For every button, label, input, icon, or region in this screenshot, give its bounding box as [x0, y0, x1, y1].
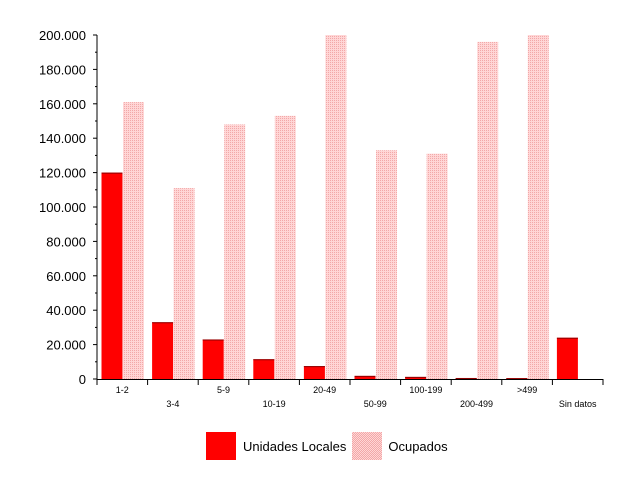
bar-ocupados-10-19	[274, 115, 296, 379]
x-tick-label: 20-49	[313, 385, 336, 395]
bar-ocupados-3-4	[173, 188, 195, 379]
x-tick-label: 100-199	[409, 385, 442, 395]
legend-label-unidades-locales: Unidades Locales	[243, 438, 347, 454]
legend-item-ocupados[interactable]: Ocupados	[346, 432, 448, 460]
legend-label-ocupados: Ocupados	[388, 438, 448, 454]
bar-ocupados-20-49	[325, 35, 347, 379]
y-tick-label: 140.000	[39, 131, 86, 146]
bar-unidades-locales-50-99	[354, 375, 376, 379]
x-tick-label: 5-9	[217, 385, 230, 395]
bars	[101, 35, 578, 380]
y-tick-label: 120.000	[39, 166, 86, 181]
x-tick-label: 3-4	[166, 399, 179, 409]
bar-unidades-locales-10-19	[253, 359, 275, 379]
x-tick-label: >499	[517, 385, 537, 395]
y-tick-labels: 0 20.000 40.000 60.000 80.000 100.000 120.000 1…	[39, 28, 86, 387]
bar-ocupados-1-2	[123, 102, 144, 379]
bar-ocupados-50-99	[376, 150, 397, 379]
y-tick-label: 160.000	[39, 97, 86, 112]
legend-item-unidades-locales[interactable]: Unidades Locales	[206, 432, 346, 460]
x-tick-labels: 1-2 3-4 5-9 10-19 20-49 50-99 100-199 200-499 >4…	[116, 385, 597, 409]
bar-ocupados-200-499	[477, 41, 499, 379]
bar-ocupados-499	[527, 35, 549, 379]
y-tick-label: 100.000	[39, 200, 86, 215]
x-tick-label: Sin datos	[559, 399, 597, 409]
y-tick-label: 20.000	[46, 338, 86, 353]
bar-unidades-locales-1-2	[101, 172, 123, 379]
gridlines	[97, 34, 603, 346]
x-tick-label: 50-99	[364, 399, 387, 409]
bar-unidades-locales-20-49	[303, 366, 325, 379]
legend-swatch-unidades-locales	[206, 432, 236, 460]
y-tick-label: 200.000	[39, 28, 86, 43]
y-tick-label: 180.000	[39, 62, 86, 77]
y-tick-label: 80.000	[46, 234, 86, 249]
axes	[93, 34, 604, 385]
x-tick-label: 10-19	[263, 399, 286, 409]
bar-unidades-locales-100-199	[405, 376, 427, 379]
y-tick-label: 60.000	[46, 269, 86, 284]
bar-unidades-locales-5-9	[202, 339, 224, 379]
x-tick-label: 1-2	[116, 385, 129, 395]
x-tick-label: 200-499	[460, 399, 493, 409]
bar-ocupados-100-199	[426, 153, 448, 379]
bar-unidades-locales-3-4	[152, 322, 174, 379]
bar-unidades-locales-sin-datos	[556, 337, 578, 379]
legend-swatch-ocupados	[352, 432, 383, 460]
y-tick-label: 40.000	[46, 303, 86, 318]
y-tick-label: 0	[79, 372, 86, 387]
legend: Unidades Locales Ocupados	[206, 432, 448, 460]
bar-ocupados-5-9	[224, 124, 246, 379]
